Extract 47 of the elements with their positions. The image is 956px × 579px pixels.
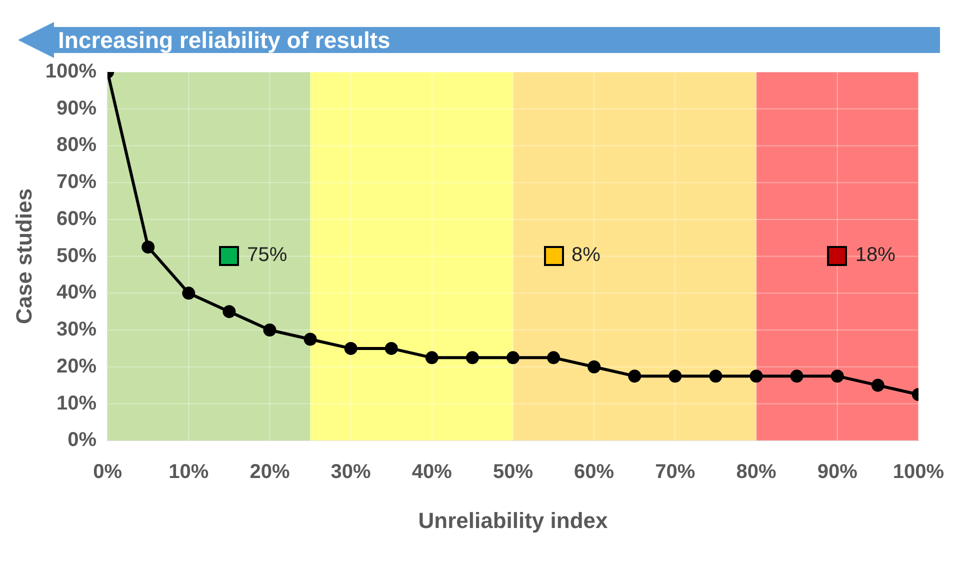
y-tick-label: 100% <box>45 60 97 83</box>
x-tick-label: 50% <box>492 461 534 484</box>
chart-title: Increasing reliability of results <box>58 27 390 53</box>
y-tick-label: 20% <box>56 355 97 378</box>
annotation: 8% <box>572 244 600 268</box>
y-tick-label: 70% <box>56 171 97 194</box>
point <box>871 378 884 392</box>
y-axis-title: Case studies <box>11 188 36 324</box>
x-tick-label: 70% <box>655 461 696 484</box>
point <box>790 370 804 383</box>
x-tick-label: 10% <box>168 461 209 484</box>
annotation: 18% <box>855 244 896 268</box>
x-axis-title: Unreliability index <box>418 508 608 533</box>
point <box>344 342 358 355</box>
x-tick-label: 0% <box>93 461 122 484</box>
y-tick-label: 30% <box>56 318 97 341</box>
x-tick-label: 100% <box>892 461 944 484</box>
x-tick-label: 20% <box>250 461 290 484</box>
x-tick-label: 90% <box>817 461 858 484</box>
annotation: 75% <box>247 244 288 268</box>
x-tick-label: 80% <box>736 461 776 484</box>
y-tick-label: 40% <box>56 282 97 304</box>
point <box>709 370 722 383</box>
point <box>182 286 196 300</box>
y-tick-label: 60% <box>56 208 97 230</box>
y-tick-label: 0% <box>68 429 97 452</box>
point <box>588 360 601 374</box>
x-tick-label: 60% <box>574 461 614 484</box>
point <box>425 351 438 364</box>
y-tick-label: 90% <box>56 97 97 120</box>
point <box>750 370 763 383</box>
x-tick-label: 30% <box>330 461 372 484</box>
y-tick-label: 10% <box>56 392 97 414</box>
point <box>668 370 682 383</box>
point <box>142 240 155 254</box>
point <box>466 351 479 364</box>
y-tick-label: 80% <box>56 134 97 156</box>
y-tick-label: 50% <box>56 244 97 267</box>
point <box>830 370 844 383</box>
point <box>263 324 276 337</box>
point <box>384 342 398 355</box>
point <box>506 351 520 364</box>
point <box>304 332 317 346</box>
point <box>628 370 642 383</box>
point <box>222 305 236 318</box>
point <box>547 351 560 364</box>
x-tick-label: 40% <box>412 461 452 484</box>
